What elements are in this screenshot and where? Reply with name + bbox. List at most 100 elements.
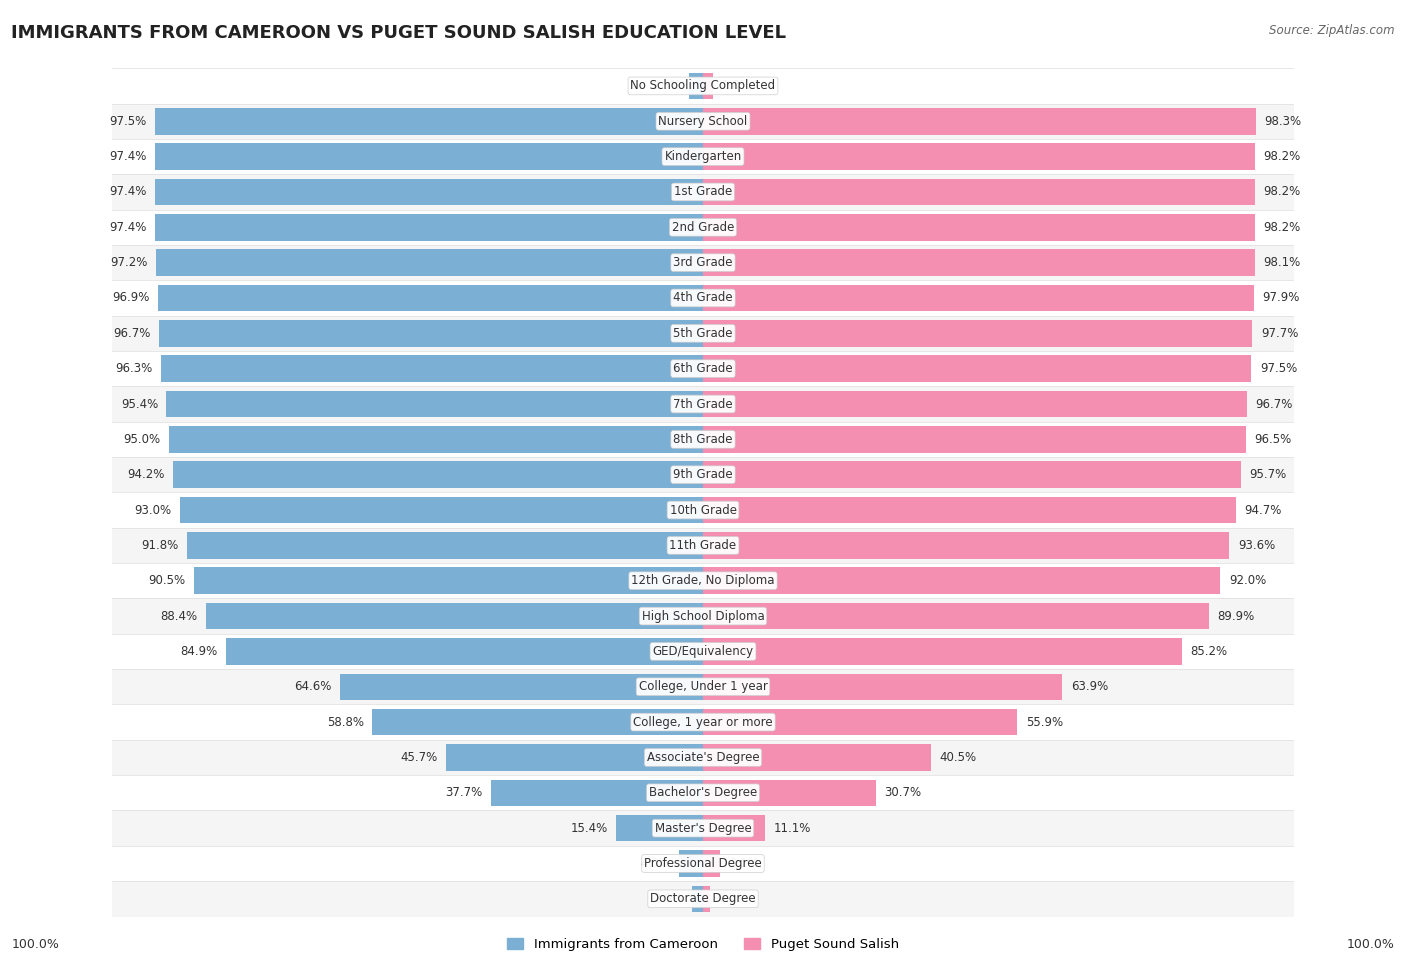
Bar	[112, 103, 1294, 138]
Bar	[112, 846, 1294, 881]
Text: Source: ZipAtlas.com: Source: ZipAtlas.com	[1270, 24, 1395, 37]
Bar	[703, 532, 1229, 559]
Bar	[225, 639, 703, 665]
Bar	[112, 175, 1294, 210]
Bar	[703, 320, 1253, 346]
Text: 40.5%: 40.5%	[939, 751, 976, 764]
Text: 97.5%: 97.5%	[110, 115, 146, 128]
Text: College, Under 1 year: College, Under 1 year	[638, 681, 768, 693]
Text: 1.8%: 1.8%	[721, 79, 751, 93]
Text: 98.2%: 98.2%	[1264, 150, 1301, 163]
Text: 90.5%: 90.5%	[149, 574, 186, 587]
Text: 98.1%: 98.1%	[1263, 256, 1301, 269]
Text: 96.7%: 96.7%	[114, 327, 150, 340]
Bar	[703, 815, 765, 841]
Text: 1st Grade: 1st Grade	[673, 185, 733, 199]
Text: Kindergarten: Kindergarten	[665, 150, 741, 163]
Bar	[112, 492, 1294, 527]
Bar	[703, 780, 876, 806]
Text: 91.8%: 91.8%	[141, 539, 179, 552]
Text: 11.1%: 11.1%	[773, 822, 811, 835]
Text: 55.9%: 55.9%	[1026, 716, 1063, 728]
Bar	[703, 674, 1063, 700]
Bar	[446, 744, 703, 770]
Bar	[703, 356, 1251, 382]
Text: 96.3%: 96.3%	[115, 362, 153, 375]
Text: 95.7%: 95.7%	[1250, 468, 1286, 482]
Text: Associate's Degree: Associate's Degree	[647, 751, 759, 764]
Bar	[703, 143, 1256, 170]
Text: Bachelor's Degree: Bachelor's Degree	[650, 786, 756, 799]
Bar	[180, 497, 703, 524]
Text: 1.2%: 1.2%	[718, 892, 748, 906]
Bar	[112, 634, 1294, 669]
Text: Master's Degree: Master's Degree	[655, 822, 751, 835]
Text: 98.2%: 98.2%	[1264, 185, 1301, 199]
Text: 5th Grade: 5th Grade	[673, 327, 733, 340]
Bar	[155, 214, 703, 241]
Text: 3rd Grade: 3rd Grade	[673, 256, 733, 269]
Bar	[703, 214, 1256, 241]
Bar	[703, 567, 1220, 594]
Bar	[155, 143, 703, 170]
Text: GED/Equivalency: GED/Equivalency	[652, 644, 754, 658]
Text: 12th Grade, No Diploma: 12th Grade, No Diploma	[631, 574, 775, 587]
Bar	[679, 850, 703, 877]
Bar	[112, 386, 1294, 421]
Text: 88.4%: 88.4%	[160, 609, 197, 623]
Text: 89.9%: 89.9%	[1218, 609, 1254, 623]
Text: 10th Grade: 10th Grade	[669, 503, 737, 517]
Bar	[112, 669, 1294, 704]
Text: 93.0%: 93.0%	[135, 503, 172, 517]
Bar	[112, 210, 1294, 245]
Text: 94.2%: 94.2%	[128, 468, 165, 482]
Bar	[703, 391, 1247, 417]
Bar	[194, 567, 703, 594]
Text: 92.0%: 92.0%	[1229, 574, 1265, 587]
Bar	[112, 740, 1294, 775]
Bar	[703, 744, 931, 770]
Bar	[703, 603, 1209, 629]
Bar	[169, 426, 703, 452]
Bar	[166, 391, 703, 417]
Text: 97.2%: 97.2%	[111, 256, 148, 269]
Text: Doctorate Degree: Doctorate Degree	[650, 892, 756, 906]
Legend: Immigrants from Cameroon, Puget Sound Salish: Immigrants from Cameroon, Puget Sound Sa…	[502, 933, 904, 956]
Bar	[112, 810, 1294, 846]
Bar	[692, 885, 703, 912]
Bar	[159, 320, 703, 346]
Bar	[112, 457, 1294, 492]
Bar	[112, 704, 1294, 740]
Bar	[373, 709, 703, 735]
Text: 97.4%: 97.4%	[110, 150, 146, 163]
Text: 93.6%: 93.6%	[1237, 539, 1275, 552]
Bar	[112, 527, 1294, 564]
Text: 96.5%: 96.5%	[1254, 433, 1291, 446]
Text: 97.9%: 97.9%	[1263, 292, 1299, 304]
Bar	[157, 285, 703, 311]
Text: 64.6%: 64.6%	[294, 681, 332, 693]
Bar	[703, 461, 1241, 488]
Text: 4.3%: 4.3%	[641, 857, 671, 870]
Bar	[112, 316, 1294, 351]
Text: 6th Grade: 6th Grade	[673, 362, 733, 375]
Bar	[187, 532, 703, 559]
Text: 37.7%: 37.7%	[446, 786, 482, 799]
Text: 30.7%: 30.7%	[884, 786, 921, 799]
Bar	[205, 603, 703, 629]
Bar	[703, 497, 1236, 524]
Text: 100.0%: 100.0%	[11, 938, 59, 951]
Text: 15.4%: 15.4%	[571, 822, 607, 835]
Bar	[112, 421, 1294, 457]
Bar	[155, 108, 703, 135]
Text: IMMIGRANTS FROM CAMEROON VS PUGET SOUND SALISH EDUCATION LEVEL: IMMIGRANTS FROM CAMEROON VS PUGET SOUND …	[11, 24, 786, 42]
Text: 100.0%: 100.0%	[1347, 938, 1395, 951]
Text: 84.9%: 84.9%	[180, 644, 217, 658]
Text: 58.8%: 58.8%	[326, 716, 364, 728]
Bar	[112, 245, 1294, 281]
Bar	[112, 881, 1294, 916]
Bar	[112, 138, 1294, 175]
Bar	[689, 73, 703, 99]
Text: 95.0%: 95.0%	[124, 433, 160, 446]
Text: 97.4%: 97.4%	[110, 185, 146, 199]
